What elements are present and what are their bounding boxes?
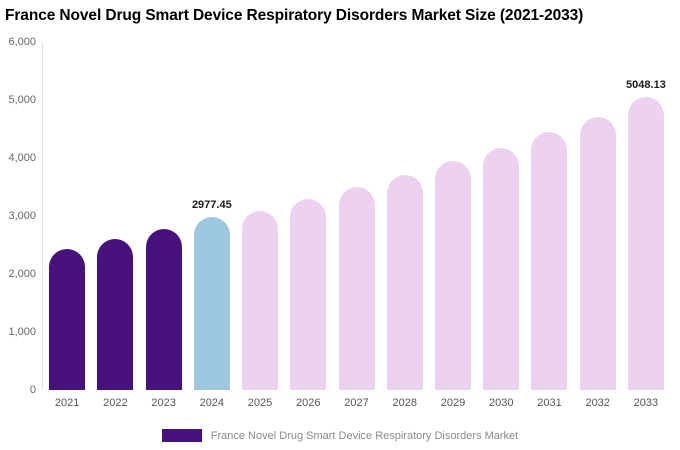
bar-2024 <box>193 217 230 390</box>
bar-2033 <box>627 97 664 390</box>
y-tick-3,000: 3,000 <box>8 210 36 222</box>
data-label-2033: 5048.13 <box>626 79 666 92</box>
legend: France Novel Drug Smart Device Respirato… <box>0 429 680 442</box>
x-tick-2031: 2031 <box>537 397 562 409</box>
plot-area: 2021 2022 2023 2977.45 2024 2025 2026 2027 2028 2… <box>42 42 670 409</box>
y-tick-4,000: 4,000 <box>8 152 36 165</box>
y-tick-6,000: 6,000 <box>8 36 36 48</box>
bar-slot-2027: 2027 <box>332 42 380 409</box>
y-axis: 0 1,000 2,000 3,000 4,000 5,000 6,000 <box>0 36 36 396</box>
y-tick-2,000: 2,000 <box>8 268 36 281</box>
bar-slot-2021: 2021 <box>43 42 91 409</box>
bar-2023 <box>145 229 182 390</box>
bar-slot-2024: 2977.45 2024 <box>188 42 236 409</box>
x-tick-2028: 2028 <box>392 397 417 409</box>
bar-2026 <box>290 198 327 390</box>
legend-swatch <box>161 429 202 442</box>
bar-slot-2031: 2031 <box>525 42 573 409</box>
x-tick-2025: 2025 <box>247 397 273 409</box>
bar-slot-2028: 2028 <box>381 42 429 409</box>
chart-title: France Novel Drug Smart Device Respirato… <box>5 7 584 24</box>
bar-2032 <box>579 116 616 390</box>
x-tick-2023: 2023 <box>151 397 176 409</box>
bar-slot-2032: 2032 <box>574 42 622 409</box>
x-tick-2027: 2027 <box>344 397 369 409</box>
x-tick-2029: 2029 <box>440 397 466 409</box>
bar-2028 <box>386 174 423 390</box>
legend-label: France Novel Drug Smart Device Respirato… <box>210 429 519 442</box>
y-tick-5,000: 5,000 <box>8 94 36 106</box>
bar-2030 <box>483 147 520 390</box>
bar-slot-2026: 2026 <box>284 42 332 409</box>
chart-body: 0 1,000 2,000 3,000 4,000 5,000 6,000 2021 2022… <box>0 36 680 409</box>
bar-2031 <box>531 132 568 390</box>
bar-slot-2022: 2022 <box>91 42 139 409</box>
x-tick-2022: 2022 <box>103 397 128 409</box>
bar-slot-2033: 5048.13 2033 <box>622 42 670 409</box>
x-tick-2026: 2026 <box>296 397 321 409</box>
bar-2022 <box>97 239 134 390</box>
x-tick-2032: 2032 <box>585 397 610 409</box>
x-tick-2024: 2024 <box>199 397 225 409</box>
data-label-2024: 2977.45 <box>191 199 232 212</box>
x-tick-2021: 2021 <box>54 397 80 409</box>
bar-2021 <box>49 249 86 390</box>
bar-slot-2029: 2029 <box>429 42 477 409</box>
y-tick-0: 0 <box>29 384 36 396</box>
bar-slot-2030: 2030 <box>477 42 525 409</box>
bar-2027 <box>338 187 375 390</box>
x-tick-2033: 2033 <box>633 397 659 409</box>
bar-2029 <box>434 161 471 390</box>
y-tick-1,000: 1,000 <box>8 326 36 339</box>
x-tick-2030: 2030 <box>488 397 514 409</box>
bar-slot-2025: 2025 <box>236 42 284 409</box>
bar-slot-2023: 2023 <box>139 42 187 409</box>
bar-2025 <box>242 210 279 390</box>
